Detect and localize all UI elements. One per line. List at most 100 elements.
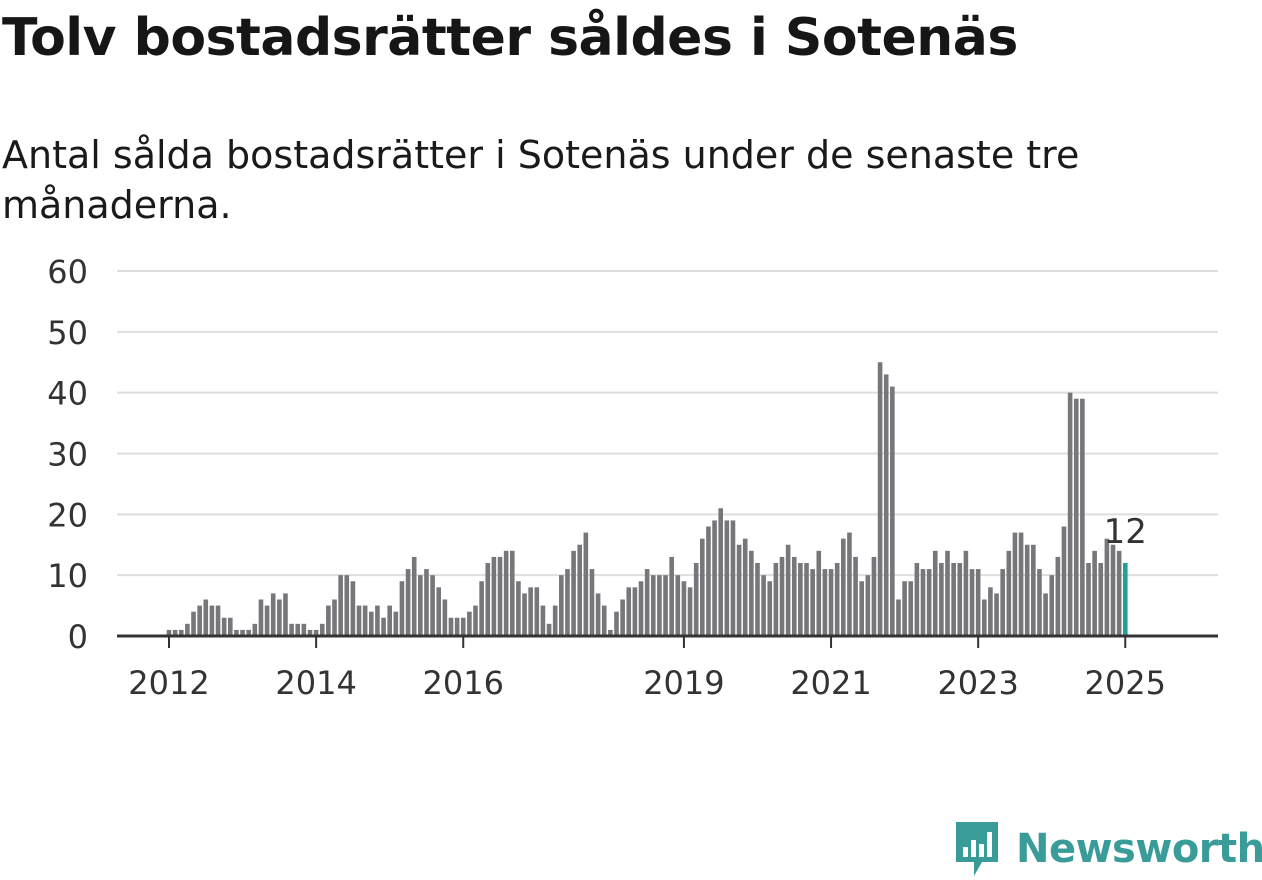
bar	[319, 623, 325, 636]
bar	[687, 587, 693, 636]
bar	[209, 605, 215, 636]
bar	[1098, 563, 1104, 636]
bar	[540, 605, 546, 636]
bar	[228, 617, 233, 636]
y-tick-label: 20	[47, 496, 88, 534]
x-tick-label: 2014	[275, 664, 356, 702]
bar	[1049, 575, 1055, 636]
bar	[178, 629, 184, 636]
bar	[418, 575, 423, 636]
bar	[368, 611, 374, 636]
bar	[810, 569, 815, 636]
bar	[375, 605, 380, 636]
x-tick-label: 2021	[790, 664, 871, 702]
bar	[724, 520, 730, 636]
bar	[700, 538, 705, 636]
bar	[479, 581, 484, 636]
bar	[350, 581, 356, 636]
bar	[712, 520, 717, 636]
bar	[448, 617, 454, 636]
bar	[620, 599, 625, 636]
bar	[258, 599, 264, 636]
bar	[675, 575, 681, 636]
bar	[528, 587, 533, 636]
bar	[920, 569, 926, 636]
bar	[338, 575, 343, 636]
bar	[742, 538, 748, 636]
bar	[853, 556, 858, 636]
y-tick-label: 60	[47, 253, 88, 291]
bar	[847, 532, 852, 636]
bar	[791, 556, 797, 636]
bar	[234, 629, 239, 636]
bar	[289, 623, 294, 636]
bar	[283, 593, 288, 636]
newsworthy-logo-icon	[956, 822, 998, 876]
bar	[963, 550, 969, 636]
bar	[706, 526, 711, 636]
bar	[601, 605, 607, 636]
bar	[926, 569, 932, 636]
bar	[828, 569, 834, 636]
bar	[473, 605, 478, 636]
bar	[197, 605, 202, 636]
bar	[1024, 544, 1030, 636]
bar	[393, 611, 399, 636]
bar	[399, 581, 405, 636]
bar	[657, 575, 662, 636]
bar	[896, 599, 901, 636]
bar	[436, 587, 442, 636]
bar	[1110, 544, 1116, 636]
bar	[902, 581, 907, 636]
bar	[914, 563, 920, 636]
bar	[595, 593, 601, 636]
x-axis: 2012 2014 2016 2019 2021 2023 2025	[117, 634, 1218, 702]
highlight-bar	[1122, 563, 1128, 636]
bars	[166, 362, 1128, 636]
y-tick-label: 10	[47, 557, 88, 595]
bar	[798, 563, 803, 636]
bar	[503, 550, 509, 636]
bar	[546, 623, 552, 636]
y-axis-ticks: 0 10 20 30 40 50 60	[47, 253, 88, 656]
bar	[1043, 593, 1048, 636]
bar	[411, 556, 417, 636]
bar	[1037, 569, 1042, 636]
y-tick-label: 30	[47, 436, 88, 474]
bar	[307, 629, 313, 636]
bar	[583, 532, 589, 636]
brand-name: Newsworthy	[1016, 826, 1262, 872]
bar	[865, 575, 871, 636]
x-tick-label: 2019	[643, 664, 724, 702]
bar	[1061, 526, 1067, 636]
bar	[932, 550, 938, 636]
bar	[834, 563, 840, 636]
bar	[841, 538, 846, 636]
x-tick-label: 2023	[937, 664, 1018, 702]
bar	[981, 599, 987, 636]
bar	[883, 374, 889, 636]
bar	[442, 599, 448, 636]
bar	[1092, 550, 1097, 636]
bar	[994, 593, 999, 636]
bar	[191, 611, 196, 636]
y-tick-label: 50	[47, 314, 88, 352]
bar	[571, 550, 576, 636]
bar	[650, 575, 656, 636]
bar	[693, 563, 699, 636]
bar	[957, 563, 963, 636]
bar	[497, 556, 503, 636]
bar	[1018, 532, 1024, 636]
bar	[945, 550, 950, 636]
bar	[264, 605, 270, 636]
bar	[246, 629, 251, 636]
bar	[975, 569, 981, 636]
bar	[1073, 398, 1079, 636]
y-tick-label: 0	[68, 618, 88, 656]
bar	[663, 575, 668, 636]
y-tick-label: 40	[47, 375, 88, 413]
bar	[859, 581, 864, 636]
bar	[467, 611, 472, 636]
bar	[203, 599, 209, 636]
gridlines	[117, 270, 1218, 577]
